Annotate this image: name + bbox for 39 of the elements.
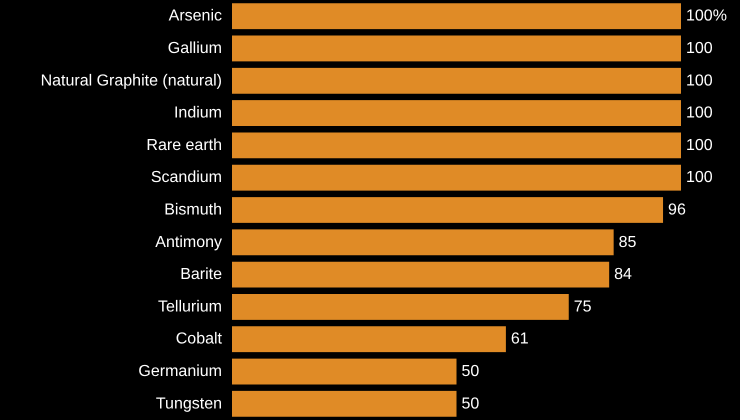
bar [232,36,681,62]
bar [232,262,610,288]
data-label: 75 [574,298,592,316]
data-label: 61 [510,330,529,348]
y-tick-label: Cobalt [176,330,223,348]
bar [232,390,456,417]
data-label: 84 [614,266,632,284]
y-tick-label: Arsenic [168,8,222,25]
bar [232,3,681,30]
bar [232,100,681,126]
y-tick-label: Germanium [138,363,222,380]
y-tick-label: Scandium [150,169,222,186]
y-tick-label: Tungsten [156,395,222,412]
y-tick-label: Bismuth [164,202,222,218]
data-label: 100 [686,169,713,186]
data-label: 50 [462,395,480,412]
bar [232,68,681,94]
bar [232,358,456,384]
data-label: 100% [686,8,727,25]
y-tick-label: Antimony [155,234,222,251]
data-label: 100 [686,104,713,122]
bar [232,229,614,256]
bar [232,197,664,223]
bar [232,164,681,191]
bar [232,294,569,320]
y-tick-label: Gallium [168,40,222,57]
bar [232,132,681,158]
y-tick-label: Natural Graphite (natural) [40,72,222,90]
data-label: 50 [462,363,480,380]
y-tick-label: Barite [180,266,222,284]
data-label: 100 [686,40,713,57]
bar [232,326,506,352]
data-label: 96 [668,202,686,218]
y-tick-label: Rare earth [146,136,222,154]
data-label: 100 [686,136,713,154]
y-tick-label: Tellurium [158,298,222,316]
y-tick-label: Indium [174,104,222,122]
data-label: 85 [618,234,637,251]
data-label: 100 [686,72,713,90]
